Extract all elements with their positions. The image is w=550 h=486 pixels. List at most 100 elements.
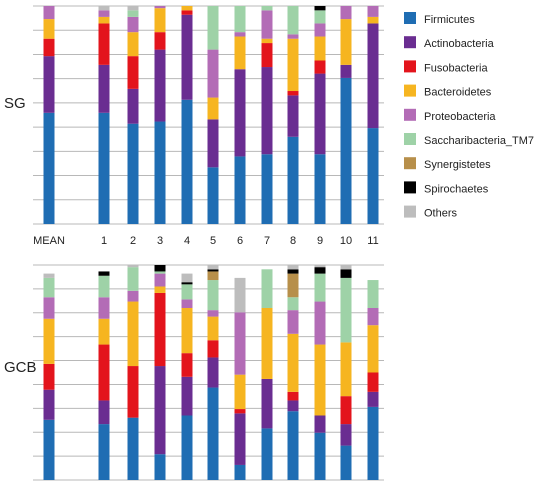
bar-segment-fusobacteria-8 — [287, 391, 299, 401]
x-tick-label: 3 — [157, 235, 163, 247]
bar-segment-firmicutes-9 — [314, 154, 326, 224]
bar-segment-bacteroidetes-9 — [314, 344, 326, 416]
bar-segment-bacteroidetes-2 — [127, 32, 139, 57]
bar-segment-others-6 — [234, 277, 246, 313]
bar-segment-actinobacteria-7 — [261, 378, 273, 429]
legend-label: Saccharibacteria_TM7 — [424, 135, 534, 147]
bar-segment-fusobacteria-1 — [98, 23, 110, 65]
bar-segment-bacteroidetes-3 — [154, 286, 166, 293]
bar-segment-spirochaetes-4 — [181, 282, 193, 285]
bar-segment-firmicutes-4 — [181, 415, 193, 480]
bar-segment-proteobacteria-11 — [367, 6, 379, 17]
bar-segment-firmicutes-3 — [154, 454, 166, 480]
bar-segment-synergistetes-8 — [287, 273, 299, 298]
bar-segment-fusobacteria-mean — [43, 363, 55, 390]
bar-segment-spirochaetes-9 — [314, 267, 326, 274]
bar-segment-saccharibacteria-tm7-3 — [154, 271, 166, 274]
bar-segment-fusobacteria-9 — [314, 60, 326, 74]
bar-segment-fusobacteria-6 — [234, 409, 246, 414]
bar-segment-bacteroidetes-7 — [261, 38, 273, 44]
bar-segment-fusobacteria-2 — [127, 366, 139, 418]
bar-segment-actinobacteria-8 — [287, 95, 299, 137]
legend-swatch — [404, 181, 416, 194]
bar-segment-bacteroidetes-2 — [127, 301, 139, 367]
bar-segment-firmicutes-mean — [43, 112, 55, 224]
bar-segment-proteobacteria-4 — [181, 299, 193, 308]
legend-label: Spirochaetes — [424, 183, 489, 195]
bar-segment-proteobacteria-8 — [287, 34, 299, 39]
bar-segment-firmicutes-6 — [234, 156, 246, 224]
legend-label: Others — [424, 208, 458, 220]
bar-segment-firmicutes-4 — [181, 99, 193, 224]
bar-segment-fusobacteria-4 — [181, 10, 193, 15]
legend-label: Proteobacteria — [424, 111, 496, 123]
bar-segment-firmicutes-5 — [207, 167, 219, 224]
x-tick-label: 8 — [290, 235, 296, 247]
bar-segment-actinobacteria-11 — [367, 23, 379, 129]
bar-segment-spirochaetes-10 — [340, 269, 352, 278]
bar-segment-actinobacteria-9 — [314, 73, 326, 155]
bar-segment-firmicutes-1 — [98, 424, 110, 480]
legend-label: Synergistetes — [424, 159, 491, 171]
bar-segment-bacteroidetes-1 — [98, 16, 110, 24]
x-tick-label: 4 — [184, 235, 190, 247]
bar-segment-bacteroidetes-5 — [207, 97, 219, 120]
bar-segment-actinobacteria-1 — [98, 400, 110, 425]
bar-segment-bacteroidetes-4 — [181, 6, 193, 11]
bar-segment-saccharibacteria-tm7-5 — [207, 6, 219, 50]
bar-segment-saccharibacteria-tm7-8 — [287, 297, 299, 311]
bar-segment-firmicutes-7 — [261, 428, 273, 480]
bar-segment-proteobacteria-8 — [287, 310, 299, 334]
bar-segment-fusobacteria-3 — [154, 32, 166, 50]
legend-swatch — [404, 36, 416, 49]
bar-segment-actinobacteria-3 — [154, 49, 166, 122]
bar-segment-saccharibacteria-tm7-10 — [340, 277, 352, 343]
bar-segment-firmicutes-2 — [127, 123, 139, 224]
bar-segment-saccharibacteria-tm7-8 — [287, 6, 299, 35]
bar-segment-proteobacteria-7 — [261, 10, 273, 39]
bar-segment-proteobacteria-9 — [314, 301, 326, 345]
bar-segment-firmicutes-3 — [154, 121, 166, 224]
x-tick-label: 9 — [317, 235, 323, 247]
bar-segment-actinobacteria-7 — [261, 67, 273, 155]
bar-segment-others-5 — [207, 265, 219, 270]
bar-segment-proteobacteria-mean — [43, 6, 55, 20]
bar-segment-actinobacteria-4 — [181, 376, 193, 416]
bar-segment-proteobacteria-10 — [340, 6, 352, 20]
bar-segment-bacteroidetes-6 — [234, 374, 246, 410]
bar-segment-saccharibacteria-tm7-7 — [261, 269, 273, 308]
legend-label: Bacteroidetes — [424, 87, 492, 99]
panel-gcb — [33, 264, 384, 481]
bar-segment-bacteroidetes-3 — [154, 8, 166, 33]
bar-segment-actinobacteria-mean — [43, 389, 55, 420]
x-tick-label: 2 — [130, 235, 136, 247]
bar-segment-proteobacteria-11 — [367, 308, 379, 326]
bar-segment-others-1 — [98, 6, 110, 11]
bar-segment-bacteroidetes-11 — [367, 325, 379, 373]
bar-segment-saccharibacteria-tm7-9 — [314, 10, 326, 24]
bar-segment-proteobacteria-6 — [234, 312, 246, 375]
bar-segment-firmicutes-11 — [367, 406, 379, 480]
bar-segment-fusobacteria-10 — [340, 396, 352, 425]
bar-segment-saccharibacteria-tm7-6 — [234, 6, 246, 33]
panel-title-sg: SG — [4, 95, 26, 112]
bar-segment-fusobacteria-2 — [127, 56, 139, 89]
bar-segment-bacteroidetes-4 — [181, 308, 193, 354]
x-tick-label: 6 — [237, 235, 243, 247]
bar-segment-firmicutes-8 — [287, 411, 299, 480]
bar-segment-actinobacteria-10 — [340, 64, 352, 78]
bar-segment-bacteroidetes-10 — [340, 342, 352, 397]
bar-segment-fusobacteria-mean — [43, 38, 55, 57]
bar-segment-spirochaetes-3 — [154, 265, 166, 272]
bar-segment-saccharibacteria-tm7-11 — [367, 280, 379, 308]
bar-segment-saccharibacteria-tm7-mean — [43, 277, 55, 298]
bar-segment-spirochaetes-5 — [207, 269, 219, 272]
bar-segment-others-10 — [340, 265, 352, 270]
bar-segment-others-4 — [181, 273, 193, 283]
bar-segment-bacteroidetes-1 — [98, 318, 110, 345]
bar-segment-others-2 — [127, 6, 139, 11]
x-tick-label: 10 — [340, 235, 352, 247]
bar-segment-others-mean — [43, 273, 55, 278]
bar-segment-fusobacteria-3 — [154, 292, 166, 367]
